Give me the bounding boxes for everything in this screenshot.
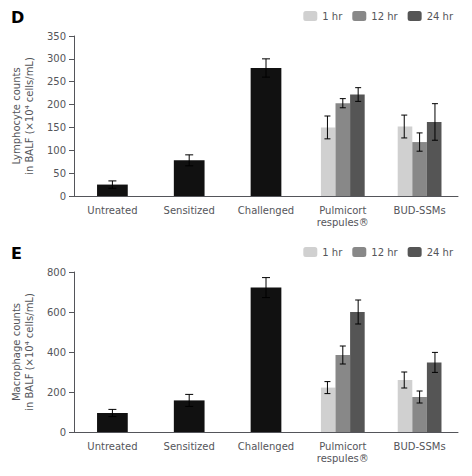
svg-text:Challenged: Challenged: [238, 205, 294, 216]
svg-text:12 hr: 12 hr: [371, 247, 398, 258]
svg-text:BUD-SSMs: BUD-SSMs: [394, 441, 446, 452]
svg-text:respules®: respules®: [317, 217, 369, 228]
svg-text:D: D: [11, 8, 24, 27]
svg-text:150: 150: [47, 122, 66, 133]
svg-text:400: 400: [47, 347, 66, 358]
svg-text:Sensitized: Sensitized: [164, 441, 215, 452]
svg-text:24 hr: 24 hr: [427, 247, 454, 258]
svg-text:0: 0: [60, 427, 66, 438]
svg-text:1 hr: 1 hr: [322, 11, 343, 22]
svg-text:1 hr: 1 hr: [322, 247, 343, 258]
svg-text:Sensitized: Sensitized: [164, 205, 215, 216]
svg-text:E: E: [11, 244, 22, 263]
svg-text:50: 50: [53, 168, 66, 179]
svg-text:BUD-SSMs: BUD-SSMs: [394, 205, 446, 216]
svg-text:in BALF (×10⁴ cells/mL): in BALF (×10⁴ cells/mL): [24, 57, 35, 175]
svg-text:250: 250: [47, 76, 66, 87]
svg-text:200: 200: [47, 387, 66, 398]
svg-text:200: 200: [47, 99, 66, 110]
svg-text:800: 800: [47, 267, 66, 278]
svg-text:Pulmicort: Pulmicort: [319, 441, 366, 452]
svg-text:Challenged: Challenged: [238, 441, 294, 452]
svg-text:Untreated: Untreated: [87, 441, 137, 452]
svg-text:600: 600: [47, 307, 66, 318]
svg-text:Pulmicort: Pulmicort: [319, 205, 366, 216]
svg-text:12 hr: 12 hr: [371, 11, 398, 22]
svg-text:Untreated: Untreated: [87, 205, 137, 216]
svg-text:300: 300: [47, 53, 66, 64]
svg-text:Macrophage counts: Macrophage counts: [11, 303, 22, 401]
svg-text:100: 100: [47, 145, 66, 156]
svg-text:Lymphocyte counts: Lymphocyte counts: [11, 67, 22, 164]
svg-text:in BALF (×10⁴ cells/mL): in BALF (×10⁴ cells/mL): [24, 293, 35, 411]
svg-text:respules®: respules®: [317, 453, 369, 464]
svg-text:24 hr: 24 hr: [427, 11, 454, 22]
svg-text:0: 0: [60, 191, 66, 202]
svg-text:350: 350: [47, 31, 66, 42]
